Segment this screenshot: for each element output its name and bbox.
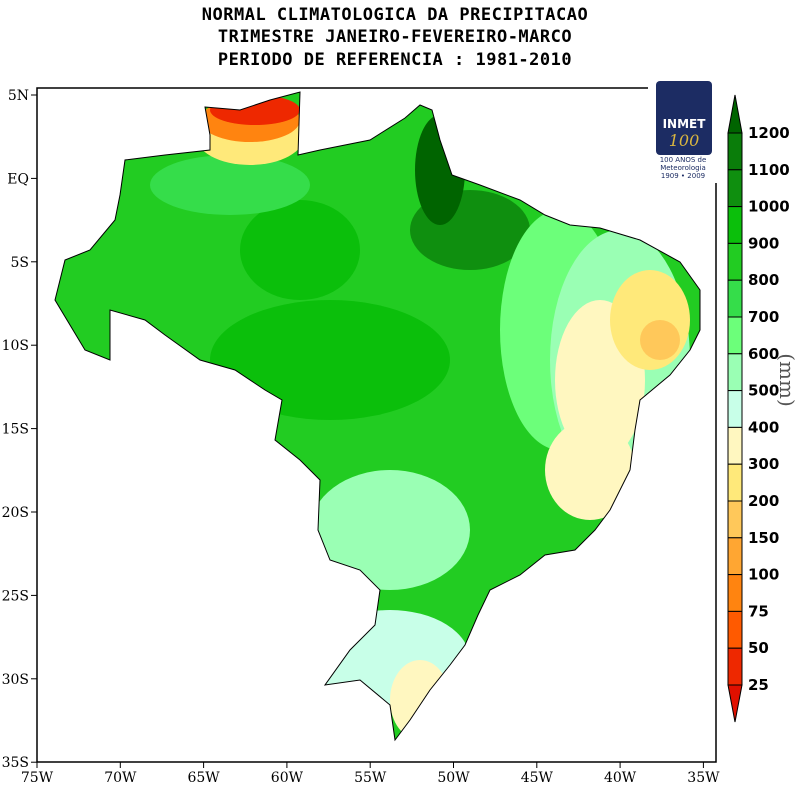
colorbar-label: 1000 bbox=[748, 198, 790, 216]
colorbar-segment bbox=[727, 353, 743, 392]
lat-tick-label: 5S bbox=[11, 255, 30, 271]
logo-number: 100 bbox=[668, 131, 700, 150]
lat-tick-label: 30S bbox=[2, 672, 29, 688]
colorbar-label: 25 bbox=[748, 676, 769, 694]
logo-caption-3: 1909 • 2009 bbox=[660, 172, 706, 180]
colorbar: 1200 1100 1000 900 800 700 600 500 400 300 200 150 1… bbox=[727, 94, 790, 723]
colorbar-segment bbox=[727, 132, 743, 171]
colorbar-segment bbox=[727, 279, 743, 318]
logo-caption-1: 100 ANOS de bbox=[659, 156, 707, 164]
colorbar-segment bbox=[727, 574, 743, 612]
logo-caption-2: Meteorologia bbox=[660, 164, 706, 172]
lon-tick-label: 70W bbox=[104, 770, 137, 786]
colorbar-min-arrow bbox=[727, 684, 743, 723]
colorbar-label: 100 bbox=[748, 566, 779, 584]
logo-name: INMET bbox=[662, 117, 706, 131]
colorbar-segment bbox=[727, 500, 743, 539]
colorbar-label: 600 bbox=[748, 345, 779, 363]
title-line-2: TRIMESTRE JANEIRO-FEVEREIRO-MARCO bbox=[217, 27, 573, 47]
colorbar-label: 500 bbox=[748, 382, 779, 400]
colorbar-segment bbox=[727, 463, 743, 502]
colorbar-segment bbox=[727, 316, 743, 355]
colorbar-label: 300 bbox=[748, 455, 779, 473]
colorbar-segment bbox=[727, 169, 743, 208]
colorbar-label: 200 bbox=[748, 492, 779, 510]
title-line-1: NORMAL CLIMATOLOGICA DA PRECIPITACAO bbox=[201, 5, 589, 25]
lat-tick-label: 25S bbox=[2, 588, 29, 604]
lat-tick-label: 5N bbox=[8, 88, 29, 104]
inmet-logo: INMET 100 100 ANOS de Meteorologia 1909 … bbox=[648, 79, 718, 183]
lat-tick-label: 15S bbox=[2, 422, 29, 438]
colorbar-label: 900 bbox=[748, 234, 779, 252]
lon-tick-label: 50W bbox=[437, 770, 470, 786]
colorbar-label: 75 bbox=[748, 602, 769, 620]
axis-ticks: 75W 70W 65W 60W 55W 50W 45W 40W 35W 5N EQ 5S 10S 15S 2… bbox=[2, 88, 721, 786]
colorbar-label: 700 bbox=[748, 308, 779, 326]
colorbar-label: 400 bbox=[748, 418, 779, 436]
lat-tick-label: 35S bbox=[2, 755, 29, 771]
lon-tick-label: 60W bbox=[271, 770, 304, 786]
lon-tick-label: 55W bbox=[354, 770, 387, 786]
lon-tick-label: 45W bbox=[521, 770, 554, 786]
colorbar-max-arrow bbox=[727, 94, 743, 134]
colorbar-label: 50 bbox=[748, 639, 769, 657]
colorbar-segment bbox=[727, 647, 743, 686]
colorbar-segment bbox=[727, 206, 743, 244]
lon-tick-label: 40W bbox=[604, 770, 637, 786]
colorbar-unit: (mm) bbox=[775, 353, 799, 407]
lat-tick-label: 10S bbox=[2, 338, 29, 354]
colorbar-segment bbox=[727, 610, 743, 649]
colorbar-segment bbox=[727, 426, 743, 465]
colorbar-label: 150 bbox=[748, 529, 779, 547]
lat-tick-label: 20S bbox=[2, 505, 29, 521]
colorbar-label: 1200 bbox=[748, 124, 790, 142]
lon-tick-label: 75W bbox=[21, 770, 54, 786]
colorbar-label: 1100 bbox=[748, 161, 790, 179]
colorbar-segment bbox=[727, 242, 743, 281]
title-line-3: PERIODO DE REFERENCIA : 1981-2010 bbox=[217, 50, 573, 70]
lat-tick-label: EQ bbox=[7, 171, 29, 187]
lon-tick-label: 35W bbox=[687, 770, 720, 786]
colorbar-segment bbox=[727, 537, 743, 576]
map-frame bbox=[36, 87, 717, 763]
lon-tick-label: 65W bbox=[187, 770, 220, 786]
colorbar-segment bbox=[727, 390, 743, 428]
colorbar-label: 800 bbox=[748, 271, 779, 289]
